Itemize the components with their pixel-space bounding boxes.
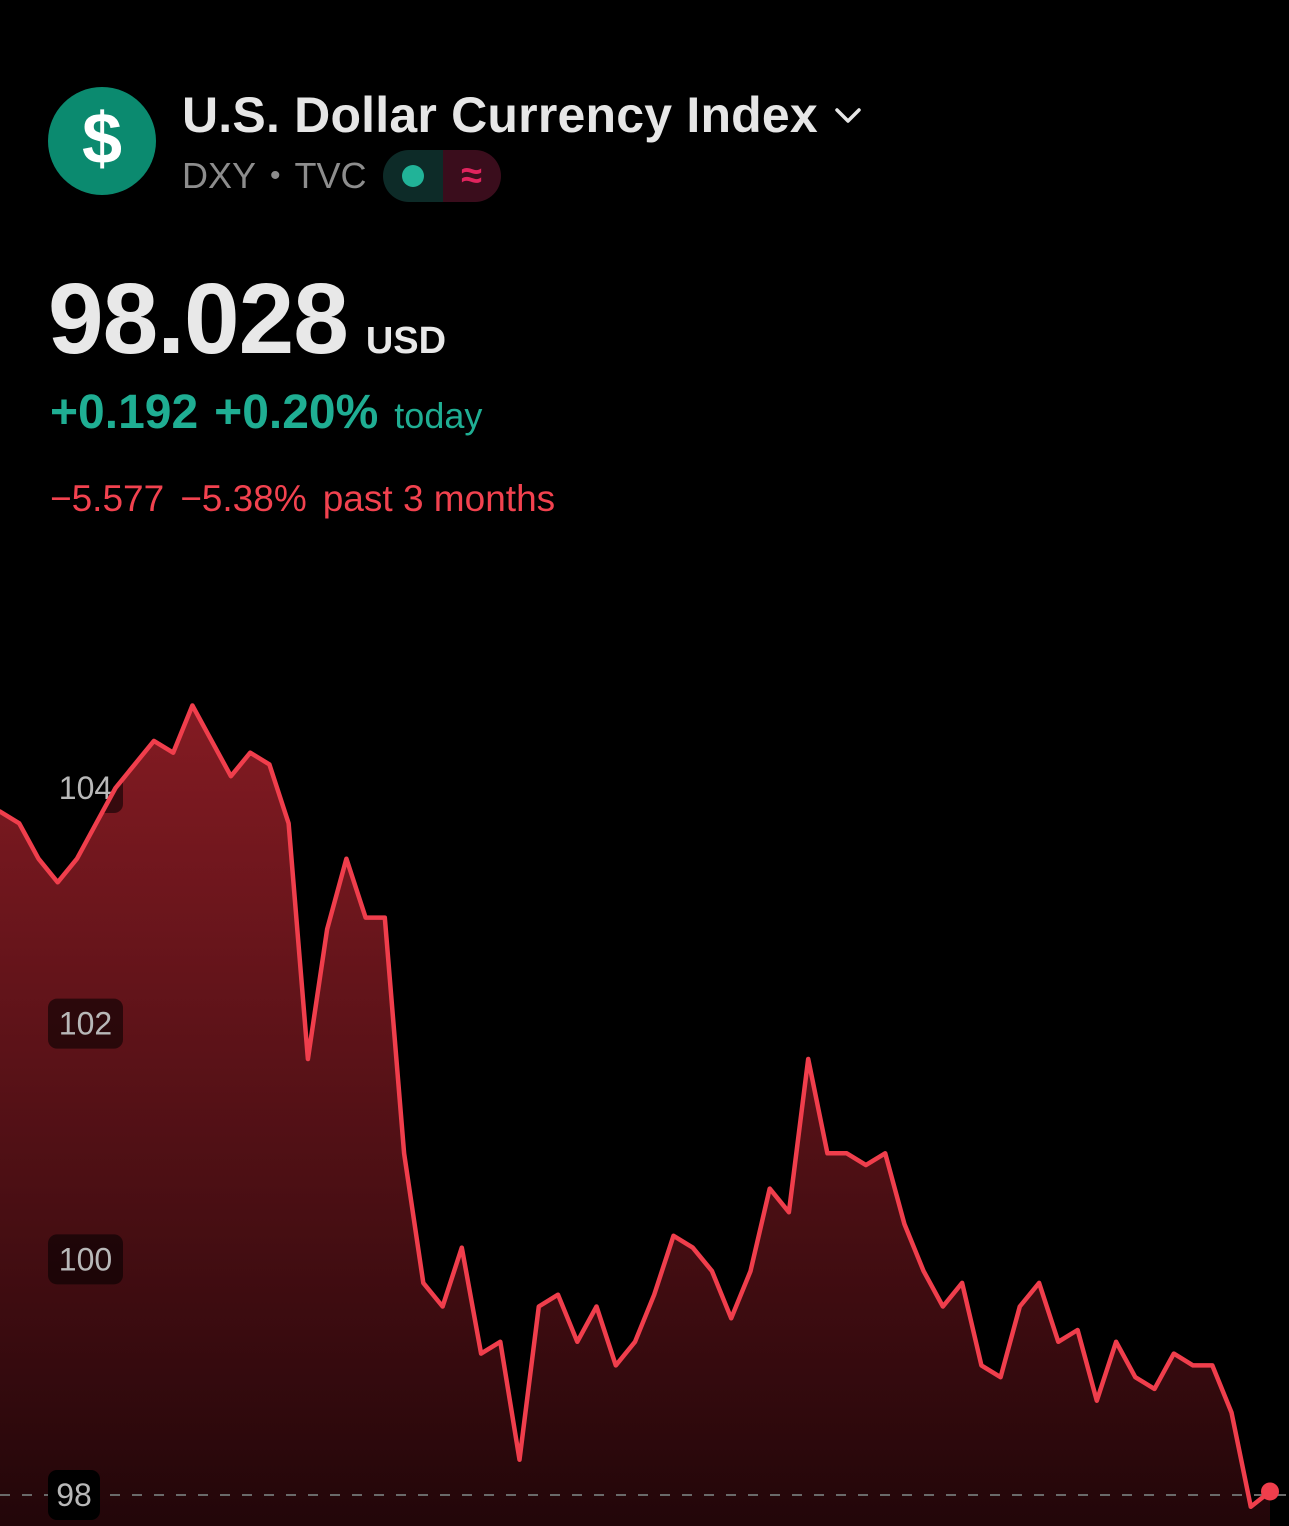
y-tick-label: 100 [59, 1241, 112, 1277]
today-label: today [394, 395, 483, 436]
y-tick-badge [48, 763, 123, 813]
price-chart[interactable]: 98 100 102 104 [0, 600, 1289, 1526]
y-tick-badge [48, 998, 123, 1049]
green-dot-icon [401, 165, 424, 187]
logo-glyph: $ [82, 99, 122, 179]
period-label: past 3 months [322, 478, 556, 519]
dollar-logo-icon: $ [48, 87, 156, 195]
change-today: +0.192 +0.20% today [50, 385, 482, 440]
exchange-label: TVC [294, 155, 367, 196]
market-status-pill[interactable]: ≈ [382, 150, 501, 202]
y-tick-label: 104 [59, 770, 112, 806]
chart-plot-area: 98 100 102 104 [0, 703, 1289, 1526]
instrument-title-row[interactable]: U.S. Dollar Currency Index [182, 86, 864, 144]
price-line [0, 703, 1273, 1510]
last-price-dot [1261, 1482, 1279, 1501]
change-today-value: +0.192 [50, 386, 199, 439]
price-area-fill [0, 705, 1270, 1526]
y-tick-badge [48, 1234, 123, 1285]
market-open-indicator [382, 150, 443, 202]
y-tick-badge [48, 1470, 100, 1520]
change-period: −5.577 −5.38% past 3 months [50, 478, 555, 520]
currency-label: USD [365, 320, 447, 362]
price-block: 98.028 USD [48, 262, 446, 377]
chevron-down-icon[interactable] [832, 99, 864, 131]
delayed-data-icon: ≈ [442, 150, 501, 202]
change-period-value: −5.577 [50, 478, 165, 519]
y-tick-label: 98 [56, 1477, 92, 1513]
change-period-percent: −5.38% [180, 478, 307, 519]
last-price: 98.028 [48, 263, 349, 375]
y-tick-label: 102 [59, 1006, 112, 1042]
symbol-label: DXY [182, 155, 257, 196]
separator-dot: • [270, 159, 281, 192]
change-today-percent: +0.20% [214, 386, 379, 439]
instrument-meta: DXY • TVC ≈ [182, 150, 501, 202]
instrument-title: U.S. Dollar Currency Index [182, 87, 818, 143]
